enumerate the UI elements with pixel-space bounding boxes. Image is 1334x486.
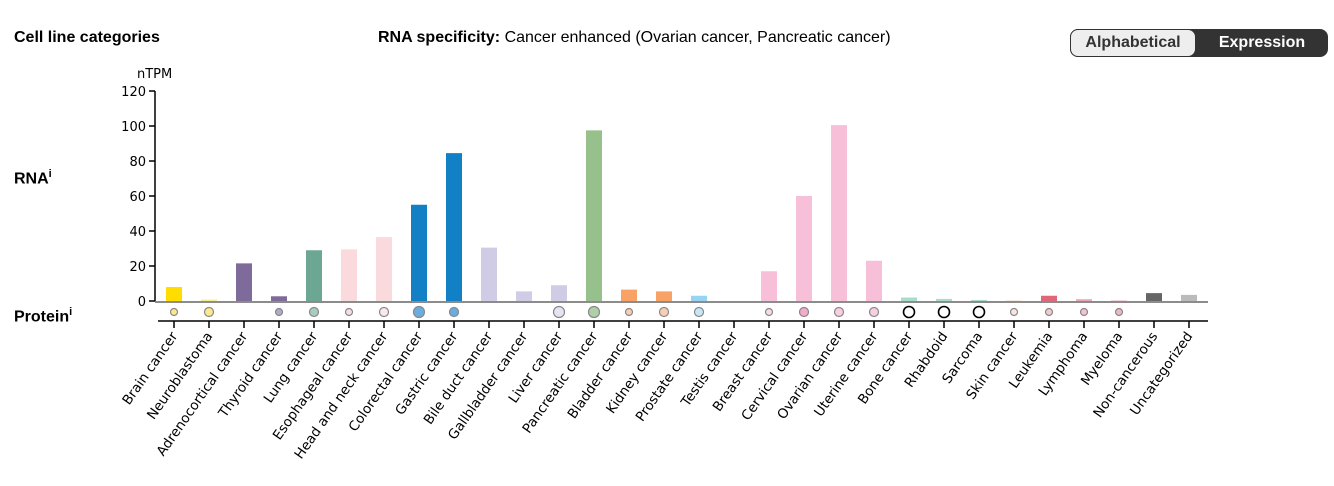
bar-esophageal-cancer xyxy=(341,249,357,301)
bar-kidney-cancer xyxy=(656,291,672,301)
bar-lymphoma xyxy=(1076,299,1092,301)
y-tick-label: 100 xyxy=(121,120,146,135)
rna-specificity: RNA specificity: Cancer enhanced (Ovaria… xyxy=(378,29,891,47)
bar-uterine-cancer xyxy=(866,260,882,301)
bar-head-and-neck-cancer xyxy=(376,237,392,301)
bar-lung-cancer xyxy=(306,250,322,301)
protein-marker xyxy=(1114,307,1124,317)
protein-marker xyxy=(448,306,460,318)
protein-marker xyxy=(902,305,916,319)
y-tick-label: 80 xyxy=(129,155,146,170)
bar-sarcoma xyxy=(971,299,987,301)
protein-marker xyxy=(344,307,354,317)
protein-marker xyxy=(169,307,179,317)
protein-marker xyxy=(1009,307,1019,317)
specificity-value: Cancer enhanced (Ovarian cancer, Pancrea… xyxy=(504,29,891,46)
bar-ovarian-cancer xyxy=(831,125,847,301)
bar-leukemia xyxy=(1041,295,1057,301)
protein-marker xyxy=(972,305,986,319)
bar-non-cancerous xyxy=(1146,293,1162,301)
protein-marker xyxy=(308,306,320,318)
protein-marker xyxy=(868,306,880,318)
y-tick-label: 20 xyxy=(129,260,146,275)
bar-prostate-cancer xyxy=(691,295,707,301)
bar-rhabdoid xyxy=(936,298,952,301)
protein-marker xyxy=(203,306,215,318)
bar-brain-cancer xyxy=(166,287,182,301)
y-tick-label: 120 xyxy=(121,85,146,100)
bar-pancreatic-cancer xyxy=(586,130,602,301)
protein-marker xyxy=(798,306,810,318)
protein-marker xyxy=(624,307,634,317)
bar-colorectal-cancer xyxy=(411,204,427,301)
rna-row-label: RNAi xyxy=(14,168,52,188)
bar-liver-cancer xyxy=(551,285,567,301)
protein-row-label: Proteini xyxy=(14,306,72,326)
y-tick-label: 0 xyxy=(138,295,146,310)
sort-expression-button[interactable]: Expression xyxy=(1218,34,1306,51)
bar-neuroblastoma xyxy=(201,299,217,301)
protein-marker xyxy=(587,305,601,319)
bar-skin-cancer xyxy=(1006,300,1022,301)
protein-marker xyxy=(274,307,284,317)
x-tick-label: Uncategorized xyxy=(1127,329,1196,418)
protein-marker xyxy=(1044,307,1054,317)
bar-cervical-cancer xyxy=(796,196,812,301)
y-axis-label: nTPM xyxy=(137,67,172,82)
y-tick-label: 40 xyxy=(129,225,146,240)
info-icon[interactable]: i xyxy=(69,306,73,318)
bar-adrenocortical-cancer xyxy=(236,263,252,301)
protein-marker xyxy=(552,305,566,319)
protein-marker xyxy=(764,307,774,317)
info-icon[interactable]: i xyxy=(48,168,52,180)
rna-label-text: RNA xyxy=(14,170,49,188)
bar-uncategorized xyxy=(1181,294,1197,301)
section-title: Cell line categories xyxy=(14,29,160,46)
bar-breast-cancer xyxy=(761,271,777,301)
specificity-label: RNA specificity: xyxy=(378,29,501,46)
bar-bone-cancer xyxy=(901,297,917,301)
bar-myeloma xyxy=(1111,300,1127,301)
protein-label-text: Protein xyxy=(14,308,70,326)
sort-alphabetical-button[interactable]: Alphabetical xyxy=(1070,29,1196,57)
protein-marker xyxy=(1079,307,1089,317)
protein-marker xyxy=(412,305,426,319)
protein-marker xyxy=(658,306,670,318)
protein-marker xyxy=(378,306,390,318)
protein-marker xyxy=(833,306,845,318)
bar-bladder-cancer xyxy=(621,289,637,301)
y-tick-label: 60 xyxy=(129,190,146,205)
bar-gastric-cancer xyxy=(446,153,462,301)
protein-marker xyxy=(937,305,951,319)
sort-toggle: Alphabetical Expression xyxy=(1070,29,1328,57)
bar-thyroid-cancer xyxy=(271,296,287,301)
bar-bile-duct-cancer xyxy=(481,247,497,301)
protein-marker xyxy=(693,306,705,318)
bar-gallbladder-cancer xyxy=(516,291,532,301)
